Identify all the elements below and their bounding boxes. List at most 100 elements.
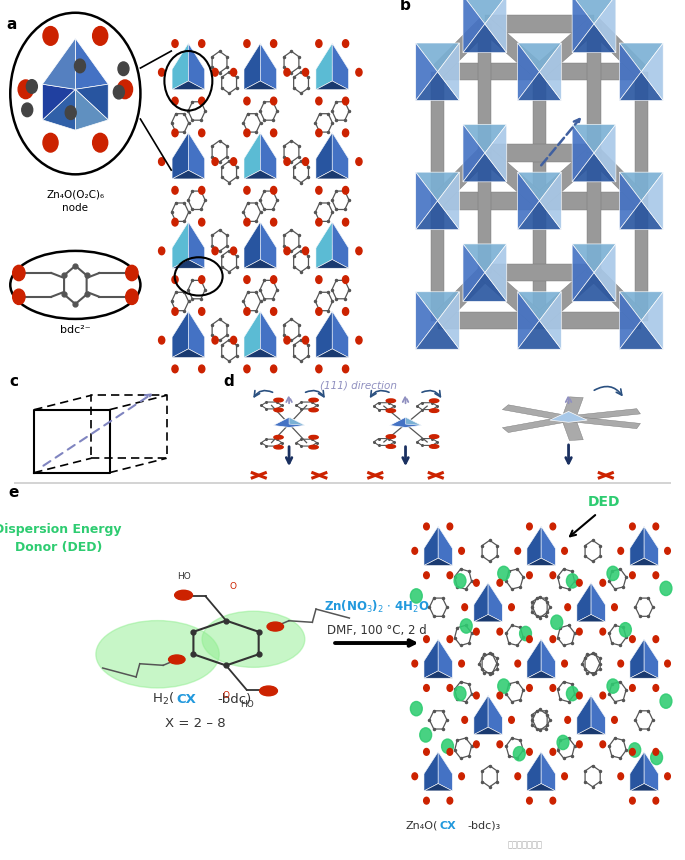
Polygon shape	[438, 193, 540, 210]
Polygon shape	[474, 696, 488, 734]
Text: Zn₄O(: Zn₄O(	[406, 820, 438, 831]
Polygon shape	[550, 411, 587, 422]
Polygon shape	[75, 84, 108, 120]
Circle shape	[577, 741, 582, 747]
Polygon shape	[577, 728, 606, 734]
Circle shape	[562, 548, 567, 554]
Polygon shape	[75, 38, 108, 89]
Polygon shape	[273, 417, 305, 427]
Polygon shape	[619, 43, 663, 71]
Polygon shape	[478, 24, 491, 153]
Polygon shape	[463, 24, 507, 52]
Polygon shape	[316, 222, 349, 248]
Polygon shape	[518, 43, 561, 71]
Circle shape	[447, 523, 453, 530]
Circle shape	[550, 636, 556, 642]
Polygon shape	[577, 696, 591, 734]
Polygon shape	[619, 172, 663, 201]
Polygon shape	[630, 639, 644, 679]
Polygon shape	[518, 43, 540, 101]
Circle shape	[386, 435, 395, 439]
Circle shape	[562, 660, 567, 667]
Text: DED: DED	[587, 494, 620, 509]
Circle shape	[92, 133, 108, 152]
Circle shape	[653, 636, 659, 642]
Circle shape	[199, 40, 205, 47]
Text: -bdc)₃: -bdc)₃	[468, 820, 501, 831]
Circle shape	[513, 746, 525, 761]
Circle shape	[199, 366, 205, 372]
Polygon shape	[541, 752, 556, 791]
Polygon shape	[416, 321, 460, 349]
Circle shape	[497, 692, 503, 699]
Circle shape	[630, 748, 635, 755]
Polygon shape	[527, 639, 541, 679]
Circle shape	[653, 572, 659, 579]
Circle shape	[412, 548, 418, 554]
Circle shape	[423, 797, 429, 804]
Polygon shape	[630, 671, 658, 679]
Polygon shape	[591, 696, 606, 734]
Polygon shape	[619, 172, 641, 230]
Polygon shape	[244, 81, 277, 89]
Circle shape	[412, 773, 418, 780]
Circle shape	[125, 266, 138, 280]
Circle shape	[462, 604, 467, 611]
Circle shape	[618, 548, 623, 554]
Circle shape	[158, 69, 164, 77]
Ellipse shape	[10, 251, 140, 319]
Circle shape	[202, 611, 305, 667]
Circle shape	[244, 129, 250, 137]
Circle shape	[199, 276, 205, 284]
Polygon shape	[424, 783, 452, 791]
Circle shape	[447, 685, 453, 691]
Circle shape	[566, 686, 578, 701]
Circle shape	[271, 40, 277, 47]
Circle shape	[118, 62, 129, 76]
Polygon shape	[75, 89, 108, 130]
Circle shape	[158, 157, 164, 165]
Text: O: O	[229, 581, 236, 591]
Polygon shape	[244, 222, 260, 268]
Polygon shape	[406, 417, 421, 426]
Circle shape	[274, 445, 283, 449]
Polygon shape	[572, 125, 594, 181]
Circle shape	[199, 308, 205, 316]
Polygon shape	[424, 671, 452, 679]
Circle shape	[420, 728, 432, 742]
Polygon shape	[431, 71, 444, 201]
Circle shape	[65, 106, 76, 120]
Circle shape	[577, 692, 582, 699]
Polygon shape	[572, 153, 616, 181]
Circle shape	[386, 445, 395, 448]
Circle shape	[212, 69, 218, 77]
Circle shape	[653, 685, 659, 691]
Circle shape	[125, 289, 138, 304]
Text: Zn(NO$_3$)$_2$ $\cdot$ 4H$_2$O: Zn(NO$_3$)$_2$ $\cdot$ 4H$_2$O	[324, 599, 429, 615]
Circle shape	[316, 187, 322, 194]
Circle shape	[447, 748, 453, 755]
Polygon shape	[463, 273, 507, 301]
Circle shape	[550, 685, 556, 691]
Polygon shape	[244, 260, 277, 268]
Circle shape	[459, 773, 464, 780]
Polygon shape	[416, 292, 438, 349]
Circle shape	[172, 187, 178, 194]
Circle shape	[509, 604, 514, 611]
Polygon shape	[644, 639, 658, 679]
Circle shape	[175, 590, 192, 600]
Circle shape	[473, 580, 480, 587]
Polygon shape	[463, 0, 485, 52]
Polygon shape	[424, 526, 438, 566]
Circle shape	[244, 366, 250, 372]
Polygon shape	[172, 222, 205, 248]
Polygon shape	[540, 312, 641, 329]
Text: c: c	[9, 374, 18, 390]
Circle shape	[498, 679, 510, 693]
Circle shape	[653, 523, 659, 530]
Polygon shape	[540, 193, 641, 210]
Polygon shape	[518, 321, 561, 349]
Circle shape	[356, 157, 362, 165]
Circle shape	[562, 773, 567, 780]
Polygon shape	[244, 170, 277, 179]
